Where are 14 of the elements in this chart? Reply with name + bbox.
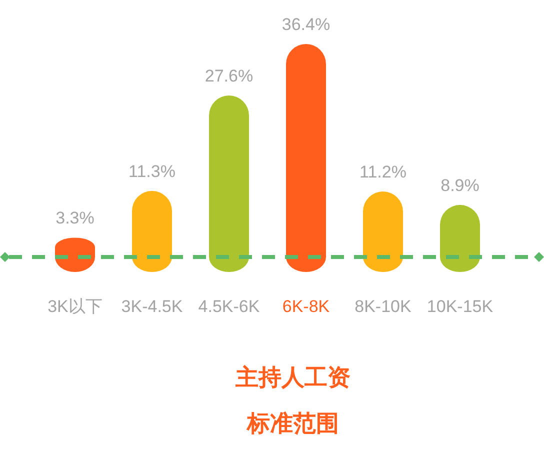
x-tick-label: 3K以下 xyxy=(48,297,102,316)
data-label: 11.2% xyxy=(360,162,406,182)
data-label: 8.9% xyxy=(440,176,480,195)
x-tick-label: 6K-8K xyxy=(282,297,330,316)
x-tick-label: 4.5K-6K xyxy=(198,297,260,316)
data-label: 36.4% xyxy=(282,15,330,34)
x-tick-label: 8K-10K xyxy=(354,297,412,316)
x-tick-label: 10K-15K xyxy=(426,297,494,316)
x-tick-label: 3K-4.5K xyxy=(121,297,184,316)
text: 主持人工资 xyxy=(234,364,350,390)
text: 标准范围 xyxy=(246,410,339,436)
data-label: 11.3% xyxy=(128,162,176,181)
data-label: 27.6% xyxy=(204,66,254,86)
data-label: 3.3% xyxy=(56,208,94,228)
